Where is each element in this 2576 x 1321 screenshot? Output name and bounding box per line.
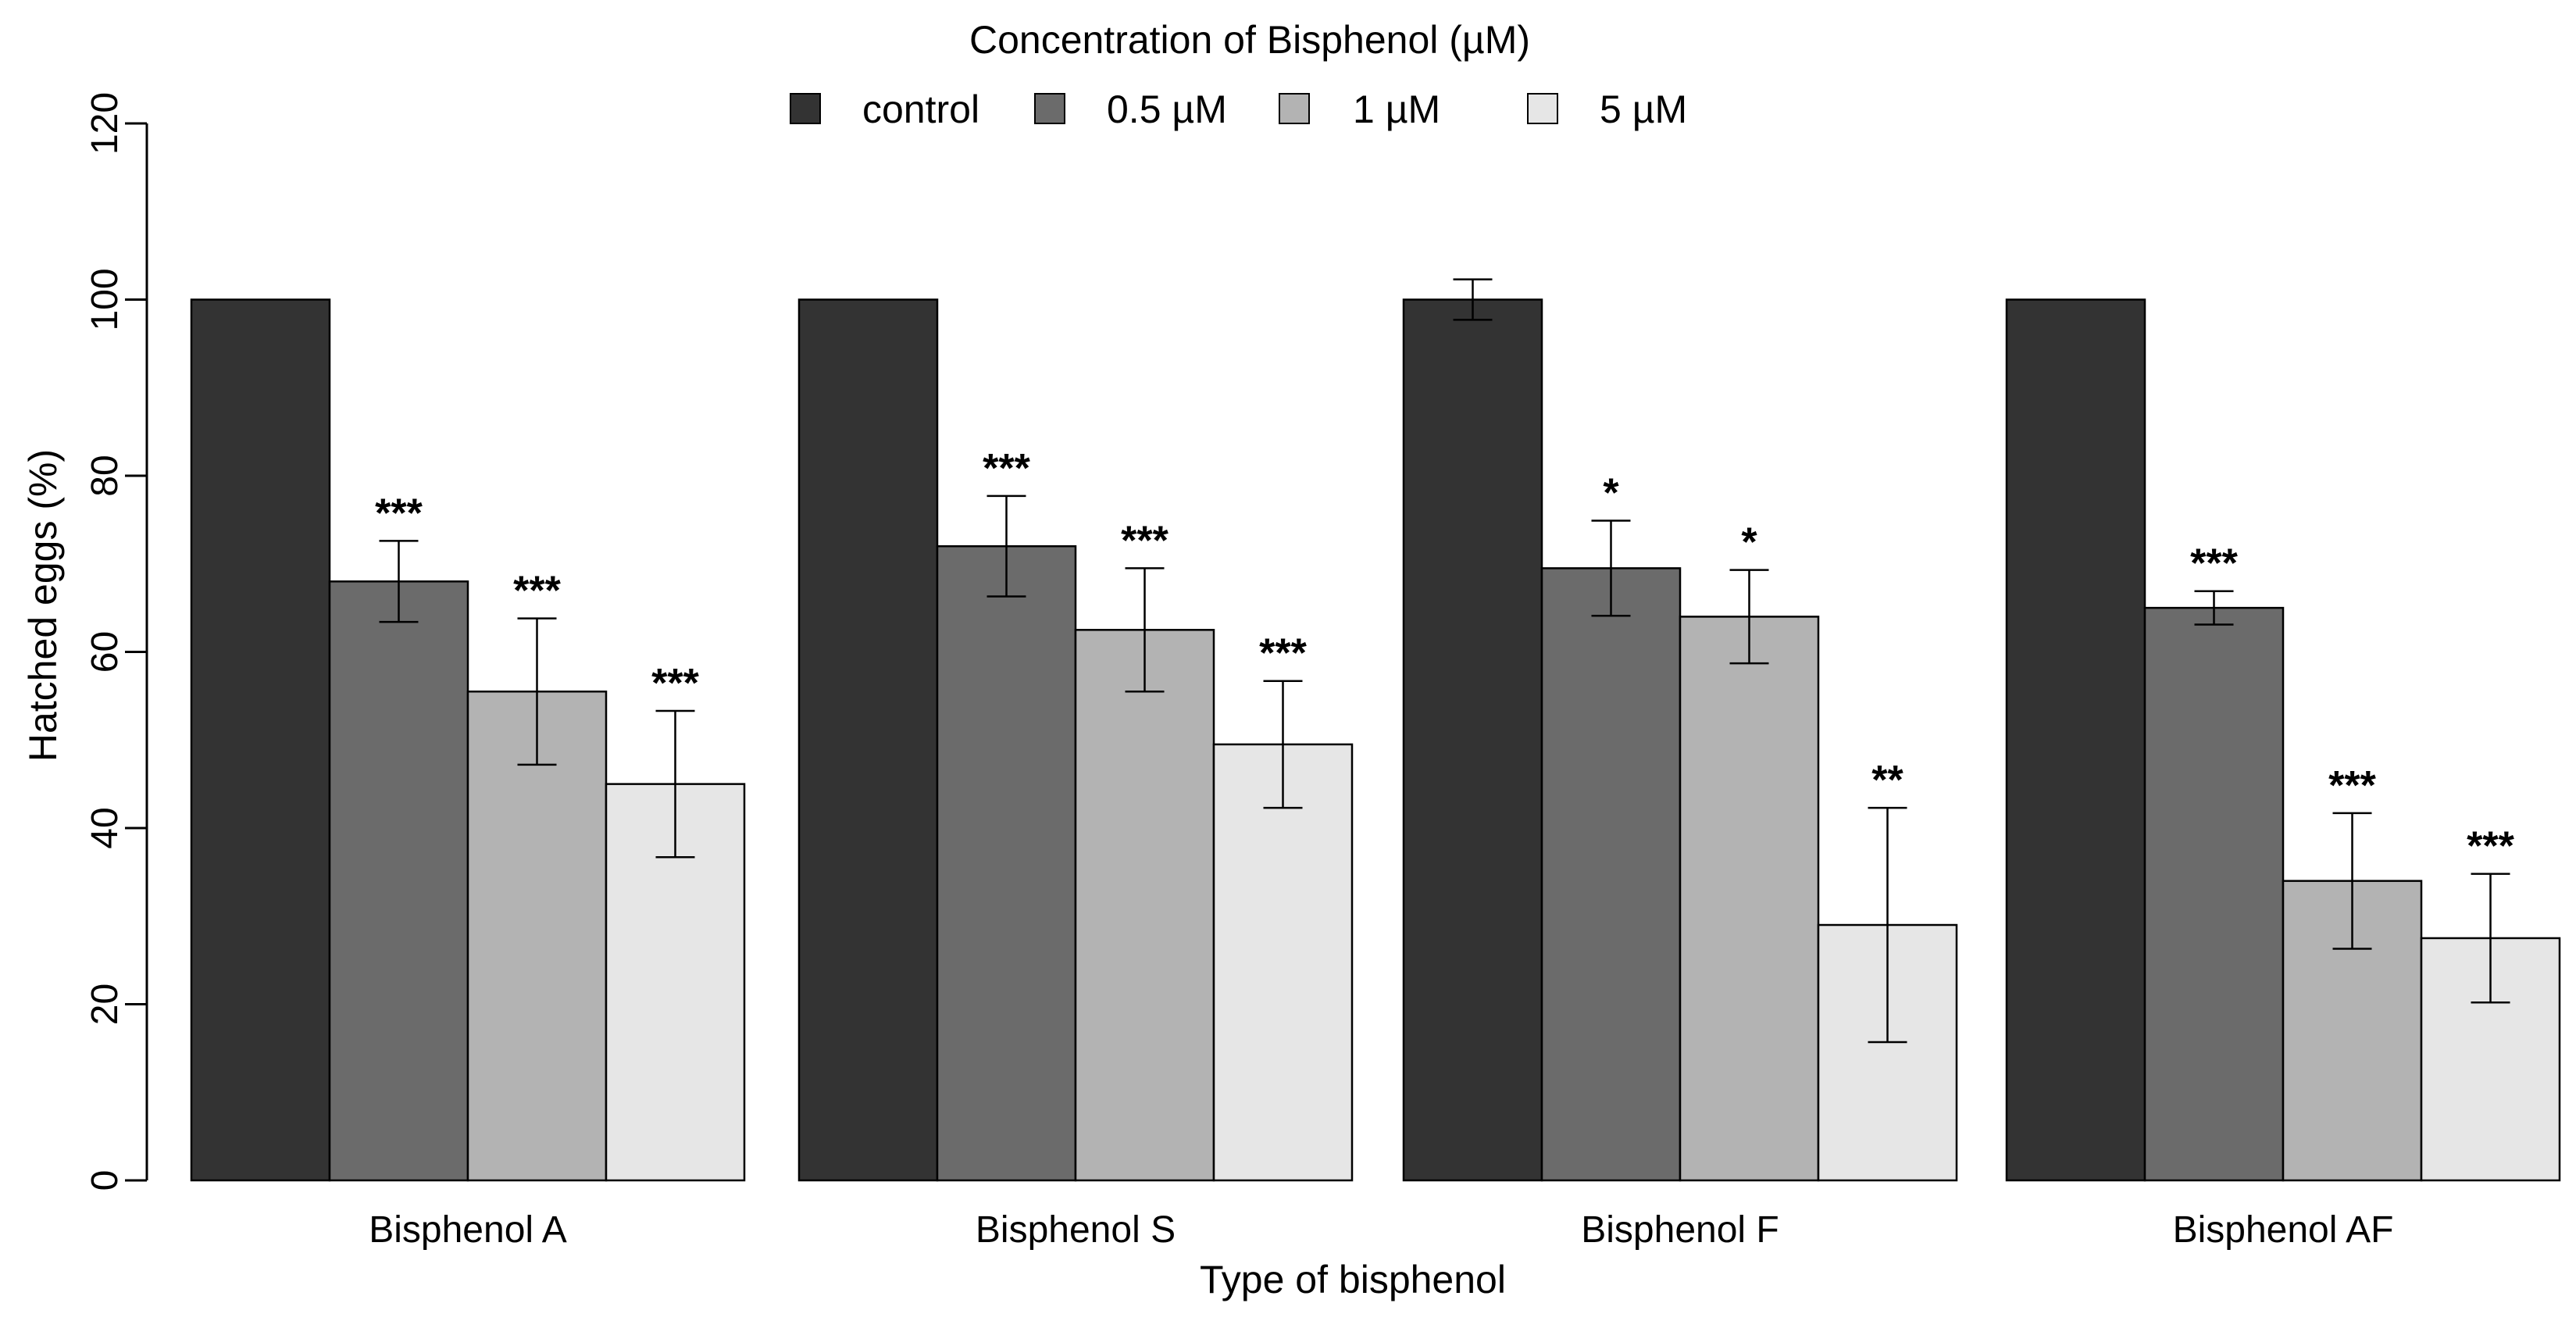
significance-label: ***	[983, 446, 1030, 491]
y-tick-label: 120	[84, 92, 126, 155]
significance-label: *	[1603, 471, 1619, 516]
category-label: Bisphenol AF	[2173, 1209, 2394, 1251]
legend-label: 5 µM	[1600, 87, 1687, 131]
category-label: Bisphenol S	[976, 1209, 1176, 1251]
significance-label: ***	[2467, 824, 2514, 869]
significance-label: ***	[2328, 763, 2376, 809]
y-tick-label: 40	[84, 807, 126, 848]
significance-label: ***	[375, 491, 423, 536]
bar	[328, 580, 469, 1182]
legend-label: 1 µM	[1353, 87, 1440, 131]
legend-label: 0.5 µM	[1107, 87, 1227, 131]
bar	[797, 298, 939, 1182]
significance-label: *	[1741, 520, 1757, 566]
legend-label: control	[862, 87, 979, 131]
significance-label: ***	[651, 661, 699, 706]
bar	[1679, 616, 1820, 1182]
category-label: Bisphenol F	[1581, 1209, 1779, 1251]
significance-label: ***	[513, 569, 561, 614]
significance-label: ***	[2190, 541, 2238, 587]
y-tick-label: 80	[84, 455, 126, 496]
legend-swatch	[1279, 93, 1310, 124]
legend-title: Concentration of Bisphenol (µM)	[969, 18, 1530, 62]
bars: *******************************	[190, 278, 2561, 1182]
legend-swatch	[1034, 93, 1065, 124]
significance-label: ***	[1121, 518, 1168, 563]
y-tick-label: 20	[84, 984, 126, 1025]
bar	[1074, 629, 1215, 1182]
bar	[2005, 298, 2146, 1182]
category-label: Bisphenol A	[369, 1209, 567, 1251]
legend-swatch	[1527, 93, 1558, 124]
bar	[466, 690, 608, 1182]
bar	[2143, 606, 2285, 1182]
significance-label: ***	[1259, 631, 1307, 677]
y-axis-title: Hatched eggs (%)	[21, 449, 65, 762]
x-axis-title: Type of bisphenol	[1200, 1258, 1506, 1301]
legend: control 0.5 µM 1 µM 5 µM	[790, 87, 1687, 131]
bar	[1402, 298, 1543, 1182]
y-tick-label: 0	[84, 1170, 126, 1191]
bar	[1212, 743, 1354, 1182]
category-labels: Bisphenol A Bisphenol S Bisphenol F Bisphen…	[369, 1209, 2393, 1251]
y-tick-label: 60	[84, 631, 126, 673]
legend-swatch	[790, 93, 821, 124]
bar	[936, 544, 1077, 1182]
significance-label: **	[1871, 758, 1903, 803]
bar	[190, 298, 331, 1182]
y-axis: 0 20 40 60 80 100 120	[84, 92, 148, 1191]
bar	[1540, 567, 1682, 1182]
y-tick-label: 100	[84, 268, 126, 330]
